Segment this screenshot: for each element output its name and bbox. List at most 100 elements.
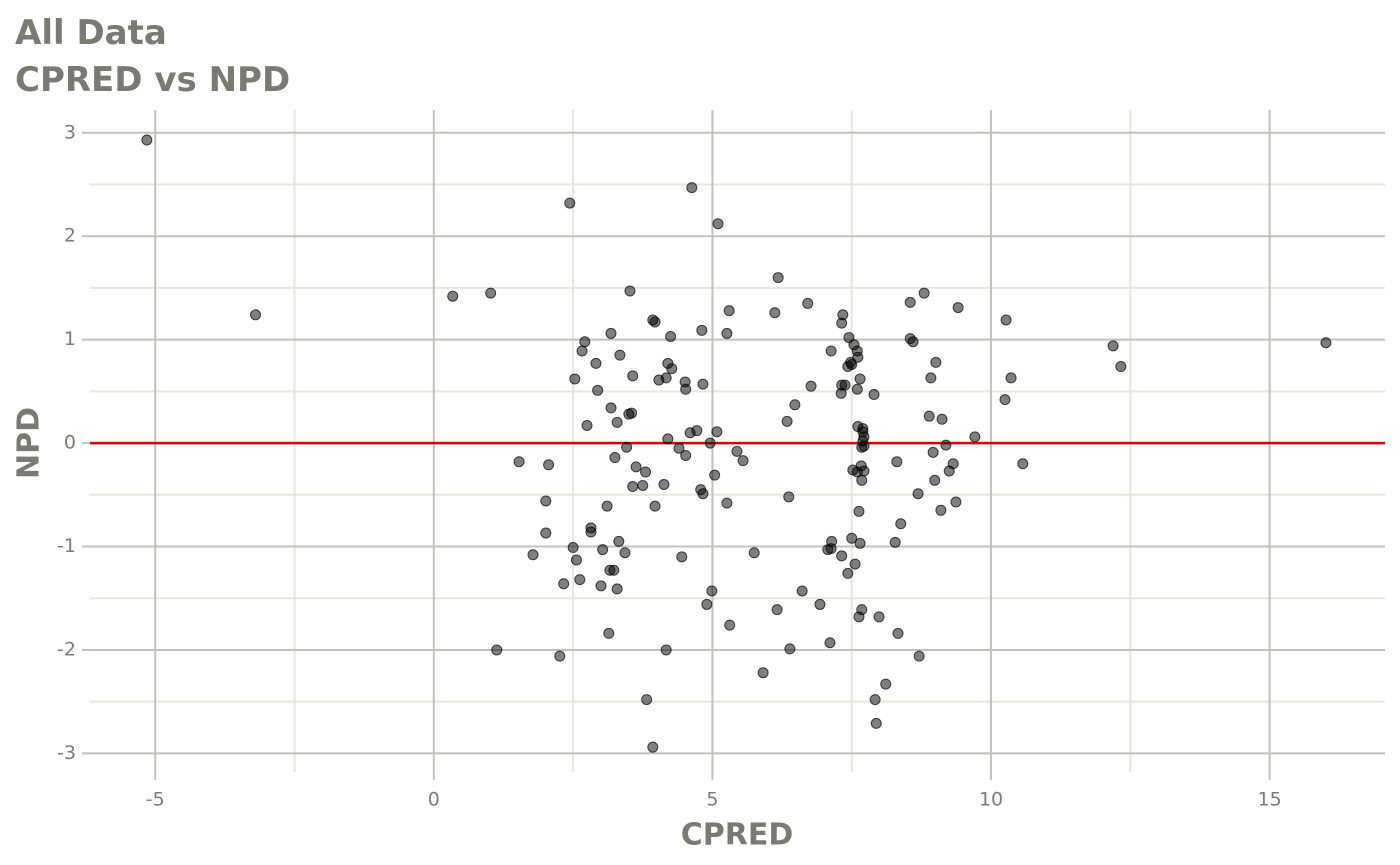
point <box>870 717 882 729</box>
point <box>658 478 670 490</box>
point <box>627 481 639 493</box>
point <box>660 644 672 656</box>
point <box>697 488 709 500</box>
point <box>852 351 864 363</box>
point <box>569 373 581 385</box>
point <box>574 574 586 586</box>
point <box>691 425 703 437</box>
point <box>680 449 692 461</box>
point <box>579 336 591 348</box>
point <box>706 585 718 597</box>
x-tick-label: 10 <box>979 789 1003 811</box>
point <box>527 549 539 561</box>
point <box>576 345 588 357</box>
point <box>873 611 885 623</box>
point <box>619 547 631 559</box>
point <box>913 650 925 662</box>
point <box>613 535 625 547</box>
point <box>802 297 814 309</box>
x-tick-label: -5 <box>146 789 165 811</box>
point <box>952 302 964 314</box>
point <box>585 526 597 538</box>
point <box>624 285 636 297</box>
point <box>814 598 826 610</box>
point <box>609 452 621 464</box>
point <box>891 456 903 468</box>
y-tick-label: 2 <box>64 225 76 247</box>
point <box>665 331 677 343</box>
point <box>666 363 678 375</box>
point <box>923 410 935 422</box>
point <box>839 379 851 391</box>
point <box>540 527 552 539</box>
point <box>846 532 858 544</box>
point <box>640 466 652 478</box>
point <box>849 558 861 570</box>
point <box>796 585 808 597</box>
point <box>630 461 642 473</box>
point <box>856 604 868 616</box>
point <box>854 537 866 549</box>
point <box>927 446 939 458</box>
point <box>701 598 713 610</box>
point <box>696 324 708 336</box>
point <box>723 305 735 317</box>
y-tick-label: -3 <box>57 742 76 764</box>
x-tick-label: 0 <box>428 789 440 811</box>
point <box>721 327 733 339</box>
point <box>554 650 566 662</box>
point <box>930 356 942 368</box>
point <box>940 439 952 451</box>
y-tick-label: -2 <box>57 638 76 660</box>
point <box>704 437 716 449</box>
point <box>647 741 659 753</box>
point <box>769 307 781 319</box>
point <box>748 547 760 559</box>
point <box>999 394 1011 406</box>
point <box>880 678 892 690</box>
point <box>856 474 868 486</box>
point <box>737 455 749 467</box>
point <box>842 567 854 579</box>
x-tick-label: 5 <box>706 789 718 811</box>
point <box>771 604 783 616</box>
point <box>772 272 784 284</box>
point <box>543 459 555 471</box>
point <box>660 372 672 384</box>
point <box>614 349 626 361</box>
point <box>608 564 620 576</box>
point <box>626 407 638 419</box>
point <box>836 550 848 562</box>
point <box>491 644 503 656</box>
point <box>721 497 733 509</box>
point <box>564 197 576 209</box>
point <box>825 345 837 357</box>
point <box>969 431 981 443</box>
x-axis-label: CPRED <box>681 818 794 853</box>
point <box>141 134 153 146</box>
point <box>789 399 801 411</box>
point <box>869 694 881 706</box>
point <box>781 415 793 427</box>
point <box>686 182 698 194</box>
point <box>892 627 904 639</box>
point <box>947 458 959 470</box>
point <box>918 287 930 299</box>
point <box>936 413 948 425</box>
y-tick-label: 1 <box>64 328 76 350</box>
point <box>570 554 582 566</box>
x-tick-label: 15 <box>1258 789 1282 811</box>
point <box>676 551 688 563</box>
point <box>889 536 901 548</box>
point <box>592 384 604 396</box>
point <box>649 316 661 328</box>
point <box>904 296 916 308</box>
point <box>621 441 633 453</box>
point <box>603 627 615 639</box>
point <box>929 474 941 486</box>
point <box>605 327 617 339</box>
point <box>837 309 849 321</box>
point <box>826 535 838 547</box>
point <box>662 433 674 445</box>
